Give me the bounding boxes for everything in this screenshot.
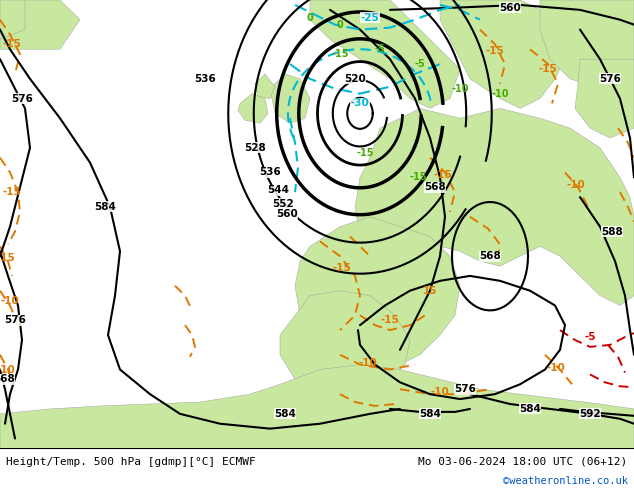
Text: 552: 552: [272, 199, 294, 209]
Text: 576: 576: [11, 94, 33, 103]
Text: -10: -10: [491, 89, 508, 98]
Text: -15: -15: [356, 147, 374, 158]
Text: 584: 584: [274, 409, 296, 419]
Text: -15: -15: [333, 263, 351, 273]
Text: -5: -5: [585, 332, 596, 342]
Polygon shape: [575, 59, 634, 138]
Text: 584: 584: [419, 409, 441, 419]
Text: 588: 588: [601, 226, 623, 237]
Text: -10: -10: [359, 358, 377, 368]
Text: -15: -15: [434, 171, 453, 180]
Text: -10: -10: [547, 363, 566, 372]
Text: 560: 560: [499, 3, 521, 13]
Text: 584: 584: [94, 202, 116, 212]
Text: 592: 592: [579, 409, 601, 419]
Text: 576: 576: [454, 384, 476, 394]
Text: 568: 568: [0, 374, 15, 384]
Text: -30: -30: [351, 98, 370, 108]
Text: Mo 03-06-2024 18:00 UTC (06+12): Mo 03-06-2024 18:00 UTC (06+12): [418, 457, 628, 466]
Polygon shape: [255, 74, 275, 98]
Text: 568: 568: [424, 182, 446, 192]
Text: 0: 0: [307, 13, 313, 23]
Polygon shape: [540, 0, 634, 89]
Polygon shape: [280, 291, 410, 394]
Polygon shape: [355, 108, 634, 305]
Text: -15: -15: [3, 187, 22, 197]
Text: 0: 0: [337, 20, 344, 29]
Text: -15: -15: [486, 46, 505, 56]
Text: -5: -5: [375, 44, 385, 54]
Text: 560: 560: [276, 209, 298, 219]
Text: -25: -25: [361, 13, 379, 23]
Text: ©weatheronline.co.uk: ©weatheronline.co.uk: [503, 476, 628, 486]
Text: 15: 15: [423, 286, 437, 295]
Polygon shape: [295, 217, 460, 374]
Text: -10: -10: [430, 387, 450, 397]
Text: -15: -15: [331, 49, 349, 59]
Text: 544: 544: [267, 185, 289, 195]
Text: -15: -15: [539, 64, 557, 74]
Text: -10: -10: [451, 84, 469, 94]
Text: -10: -10: [1, 295, 20, 306]
Text: -15: -15: [3, 39, 22, 49]
Text: 536: 536: [194, 74, 216, 84]
Text: 536: 536: [259, 168, 281, 177]
Text: 528: 528: [244, 143, 266, 153]
Text: -15: -15: [0, 253, 15, 263]
Text: -15: -15: [380, 315, 399, 325]
Text: 576: 576: [599, 74, 621, 84]
Text: -15: -15: [410, 172, 427, 182]
Text: Height/Temp. 500 hPa [gdmp][°C] ECMWF: Height/Temp. 500 hPa [gdmp][°C] ECMWF: [6, 457, 256, 466]
Text: 568: 568: [479, 251, 501, 261]
Text: -10: -10: [0, 365, 15, 374]
Polygon shape: [238, 94, 268, 123]
Polygon shape: [0, 365, 634, 448]
Polygon shape: [270, 74, 310, 123]
Polygon shape: [310, 0, 460, 108]
Text: 576: 576: [4, 315, 26, 325]
Text: 520: 520: [344, 74, 366, 84]
Polygon shape: [440, 0, 570, 108]
Text: 584: 584: [519, 404, 541, 414]
Text: -5: -5: [415, 59, 425, 69]
Polygon shape: [0, 0, 25, 39]
Polygon shape: [0, 0, 80, 49]
Text: -10: -10: [567, 180, 585, 190]
